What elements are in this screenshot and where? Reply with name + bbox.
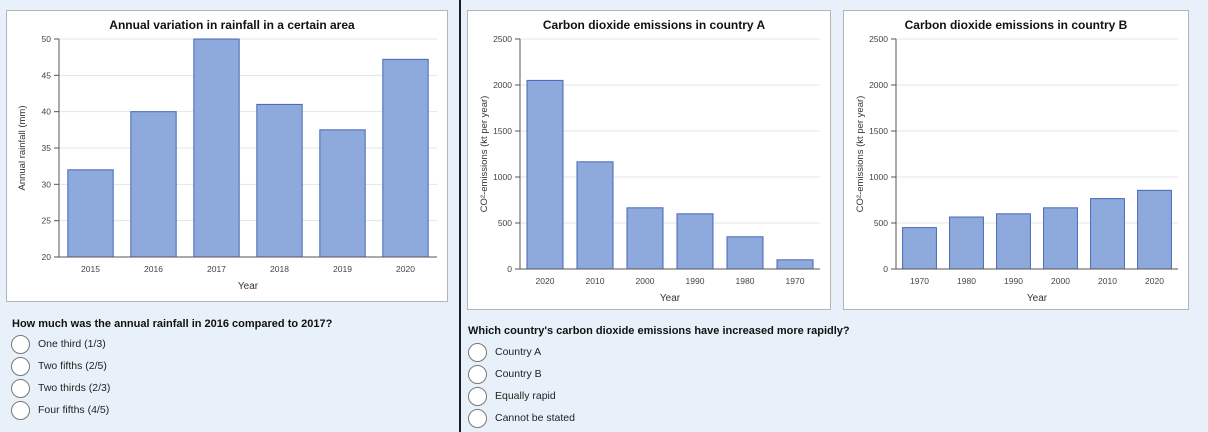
x-tick-label: 2015 <box>81 264 100 274</box>
emissions-question: Which country's carbon dioxide emissions… <box>468 325 850 337</box>
x-tick-label: 2000 <box>1051 276 1070 286</box>
bar-2020 <box>526 79 564 270</box>
rainfall-chart-svg: Annual variation in rainfall in a certai… <box>17 18 437 292</box>
x-tick-label: 2010 <box>1098 276 1117 286</box>
right-panel: Carbon dioxide emissions in country A 0 50… <box>461 0 1208 432</box>
bar-2010 <box>576 161 614 270</box>
x-tick-label: 2000 <box>636 276 655 286</box>
x-tick-label: 2016 <box>144 264 163 274</box>
bar-1980 <box>726 236 764 270</box>
option-label: Four fifths (4/5) <box>38 404 110 416</box>
x-tick-label: 1970 <box>786 276 805 286</box>
y-tick-label: 2000 <box>869 80 888 90</box>
option-label: Country B <box>495 368 542 380</box>
y-axis-label: CO²-emissions (kt per year) <box>479 96 490 213</box>
x-tick-label: 2020 <box>396 264 415 274</box>
x-axis-label: Year <box>1027 293 1048 304</box>
option-label: Two fifths (2/5) <box>38 360 107 372</box>
x-tick-label: 2017 <box>207 264 226 274</box>
chart-title: Carbon dioxide emissions in country B <box>905 18 1128 32</box>
bar-1990 <box>996 213 1031 270</box>
bar-2018 <box>256 103 303 258</box>
y-tick-label: 45 <box>42 70 52 80</box>
bar-2000 <box>1043 207 1078 270</box>
option-two-thirds[interactable]: Two thirds (2/3) <box>11 378 110 398</box>
y-tick-label: 35 <box>42 143 52 153</box>
y-tick-label: 2500 <box>493 34 512 44</box>
radio-button[interactable] <box>11 378 30 398</box>
x-tick-label: 2020 <box>1145 276 1164 286</box>
option-cannot-be-stated[interactable]: Cannot be stated <box>468 408 575 428</box>
y-tick-label: 20 <box>42 252 52 262</box>
y-tick-label: 500 <box>874 218 888 228</box>
option-one-third[interactable]: One third (1/3) <box>11 334 106 354</box>
y-tick-label: 0 <box>883 264 888 274</box>
option-label: Cannot be stated <box>495 412 575 424</box>
bar-1970 <box>776 259 814 270</box>
radio-button[interactable] <box>468 386 487 406</box>
chart-title: Annual variation in rainfall in a certai… <box>109 18 355 32</box>
y-tick-label: 25 <box>42 216 52 226</box>
radio-button[interactable] <box>468 364 487 384</box>
option-equally-rapid[interactable]: Equally rapid <box>468 386 556 406</box>
bar-2017 <box>193 38 240 258</box>
radio-button[interactable] <box>11 400 30 420</box>
rainfall-question: How much was the annual rainfall in 2016… <box>12 318 333 330</box>
radio-button[interactable] <box>11 356 30 376</box>
y-tick-label: 2000 <box>493 80 512 90</box>
y-tick-label: 500 <box>498 218 512 228</box>
y-tick-label: 1500 <box>869 126 888 136</box>
x-tick-label: 2010 <box>586 276 605 286</box>
y-tick-label: 30 <box>42 179 52 189</box>
x-tick-label: 2019 <box>333 264 352 274</box>
option-label: Two thirds (2/3) <box>38 382 111 394</box>
x-tick-label: 2018 <box>270 264 289 274</box>
y-tick-label: 40 <box>42 107 52 117</box>
country-b-chart: Carbon dioxide emissions in country B 0 50… <box>843 10 1189 310</box>
option-country-a[interactable]: Country A <box>468 342 541 362</box>
bar-2019 <box>319 129 366 258</box>
y-tick-label: 1500 <box>493 126 512 136</box>
panel-divider <box>459 0 461 432</box>
bar-2015 <box>67 169 114 258</box>
rainfall-chart: Annual variation in rainfall in a certai… <box>6 10 448 302</box>
y-tick-label: 2500 <box>869 34 888 44</box>
x-tick-label: 1970 <box>910 276 929 286</box>
y-axis-label: Annual rainfall (mm) <box>17 106 28 191</box>
y-tick-label: 1000 <box>869 172 888 182</box>
bar-2000 <box>626 207 664 270</box>
bar-2020 <box>382 58 429 258</box>
country-a-chart: Carbon dioxide emissions in country A 0 50… <box>467 10 831 310</box>
option-country-b[interactable]: Country B <box>468 364 542 384</box>
x-tick-label: 1990 <box>1004 276 1023 286</box>
bar-2016 <box>130 111 177 258</box>
option-label: One third (1/3) <box>38 338 106 350</box>
bar-2020 <box>1137 189 1172 270</box>
left-panel: Annual variation in rainfall in a certai… <box>0 0 459 432</box>
radio-button[interactable] <box>11 334 30 354</box>
x-axis-label: Year <box>660 293 681 304</box>
x-tick-label: 1980 <box>957 276 976 286</box>
bar-1990 <box>676 213 714 270</box>
y-axis-label: CO²-emissions (kt per year) <box>855 96 866 213</box>
option-four-fifths[interactable]: Four fifths (4/5) <box>11 400 109 420</box>
y-tick-label: 50 <box>42 34 52 44</box>
country-a-chart-svg: Carbon dioxide emissions in country A 0 50… <box>479 18 820 304</box>
option-label: Equally rapid <box>495 390 556 402</box>
option-label: Country A <box>495 346 542 358</box>
x-tick-label: 1990 <box>686 276 705 286</box>
country-b-chart-svg: Carbon dioxide emissions in country B 0 50… <box>855 18 1178 304</box>
bar-1980 <box>949 216 984 270</box>
bar-2010 <box>1090 198 1125 270</box>
x-tick-label: 2020 <box>536 276 555 286</box>
radio-button[interactable] <box>468 342 487 362</box>
y-tick-label: 1000 <box>493 172 512 182</box>
x-tick-label: 1980 <box>736 276 755 286</box>
bar-1970 <box>902 227 937 270</box>
chart-title: Carbon dioxide emissions in country A <box>543 18 766 32</box>
radio-button[interactable] <box>468 408 487 428</box>
x-axis-label: Year <box>238 281 259 292</box>
option-two-fifths[interactable]: Two fifths (2/5) <box>11 356 107 376</box>
y-tick-label: 0 <box>507 264 512 274</box>
